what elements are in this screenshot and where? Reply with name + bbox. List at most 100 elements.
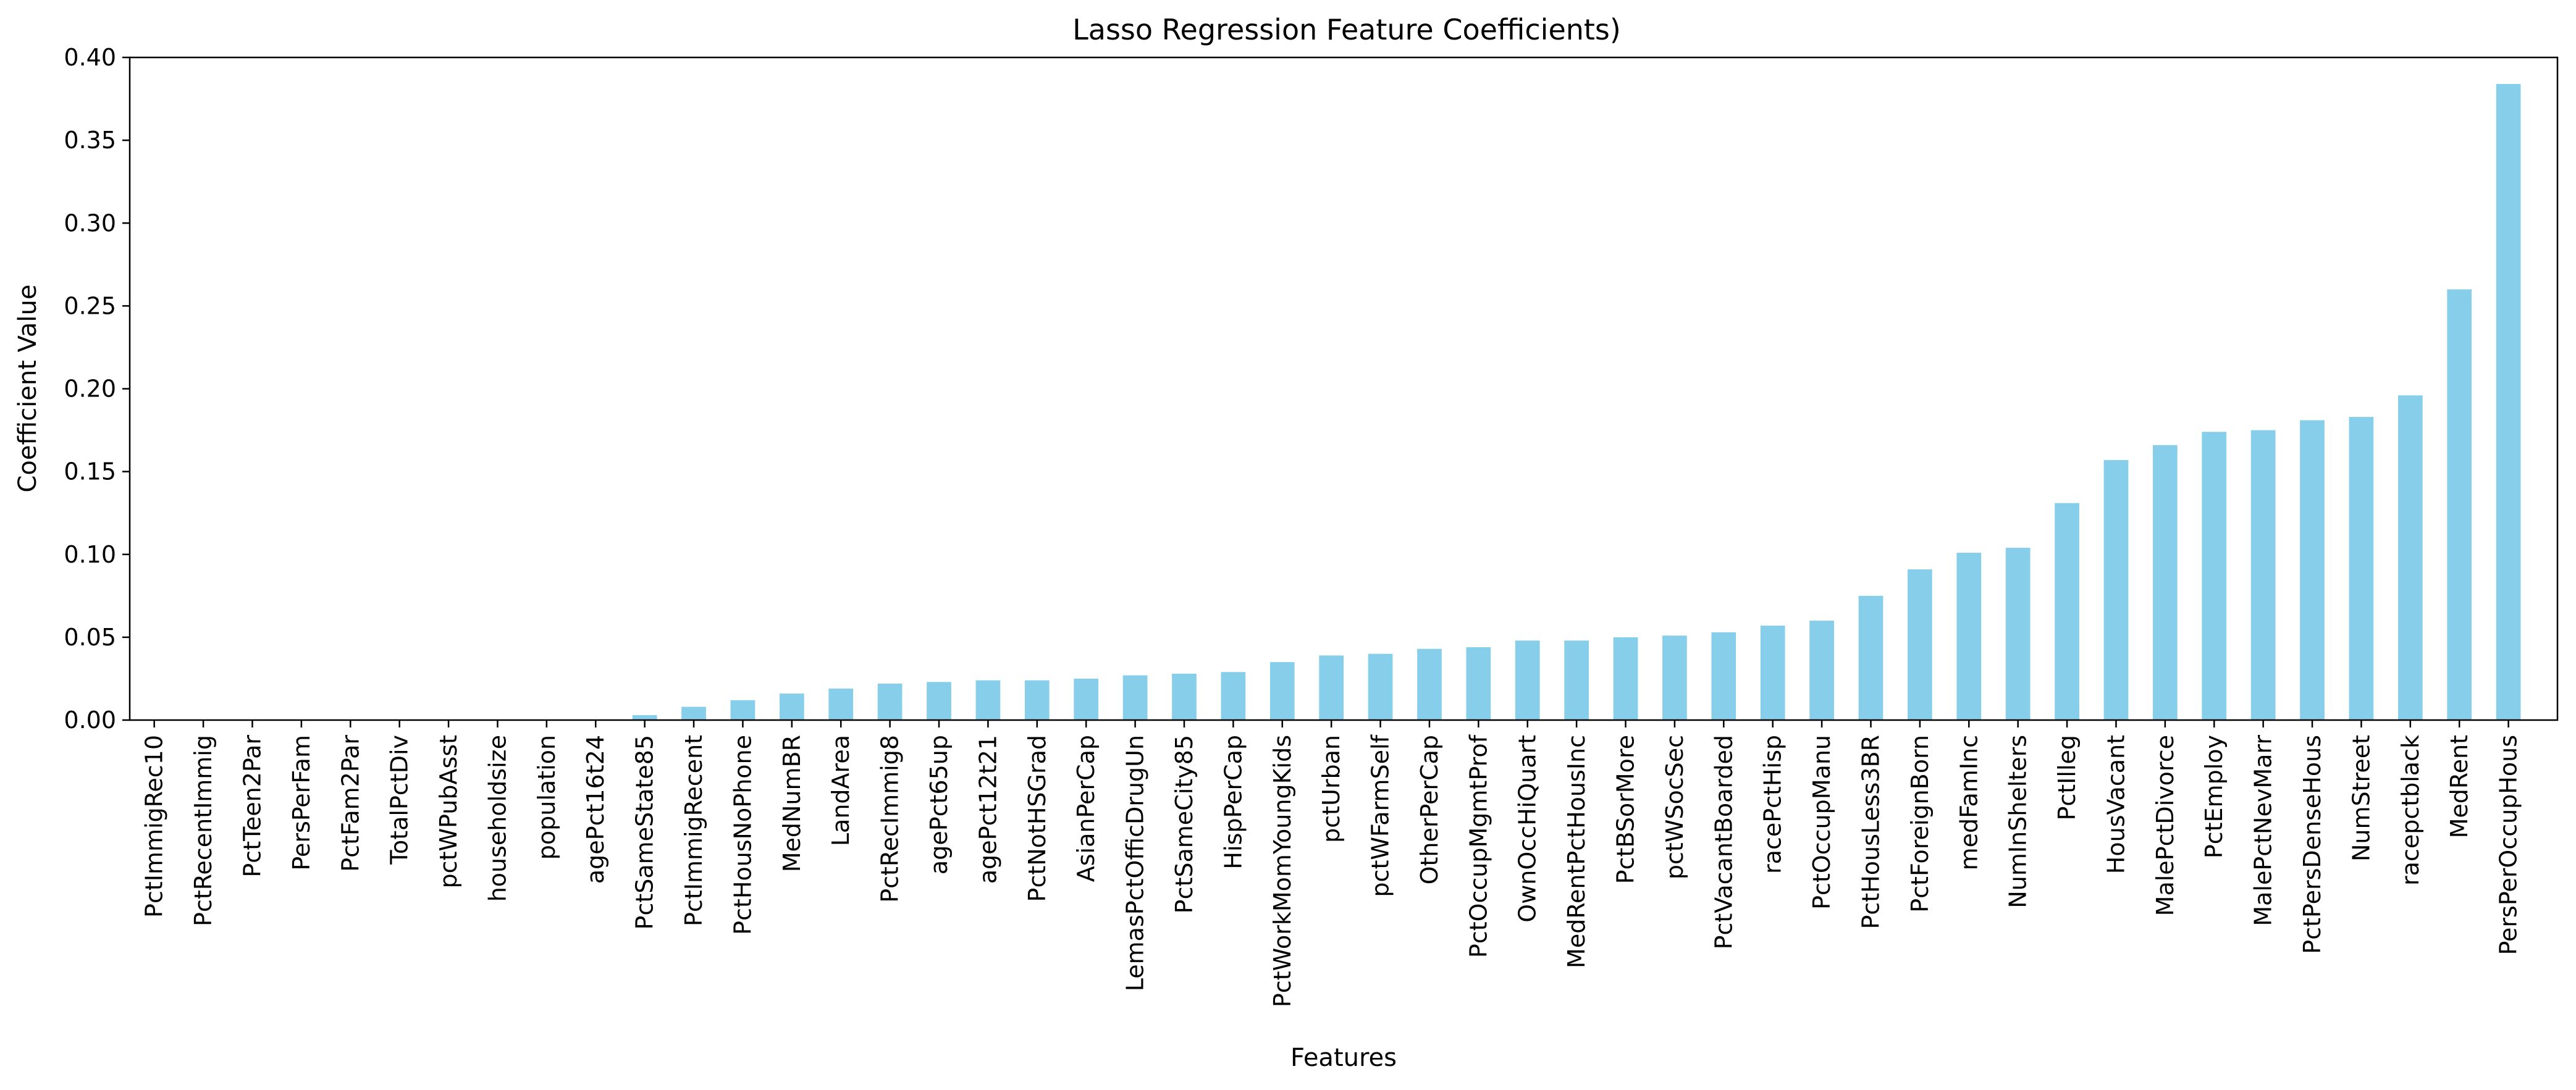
bar-pctWSocSec bbox=[1662, 635, 1687, 720]
bar-HispPerCap bbox=[1221, 672, 1246, 720]
bar-NumStreet bbox=[2349, 417, 2374, 720]
x-tick-label: MedRent bbox=[2446, 735, 2473, 838]
x-tick-label: MalePctNevMarr bbox=[2250, 735, 2277, 926]
x-tick-label: MedNumBR bbox=[778, 735, 806, 872]
x-tick-label: OtherPerCap bbox=[1416, 735, 1443, 884]
x-tick-label: PctRecentImmig bbox=[190, 735, 217, 926]
bar-PctHousNoPhone bbox=[730, 700, 756, 720]
bar-MedRentPctHousInc bbox=[1564, 640, 1589, 720]
x-tick-label: medFamInc bbox=[1955, 735, 1982, 870]
y-tick-label: 0.30 bbox=[64, 209, 116, 237]
bar-PctBSorMore bbox=[1613, 637, 1638, 720]
bar-pctWFarmSelf bbox=[1368, 653, 1393, 720]
x-tick-label: PctOccupManu bbox=[1808, 735, 1835, 910]
x-tick-label: racePctHisp bbox=[1759, 735, 1787, 874]
bar-PctForeignBorn bbox=[1908, 569, 1932, 720]
x-tick-label: PctPersDenseHous bbox=[2299, 735, 2326, 954]
y-tick-label: 0.15 bbox=[64, 458, 116, 485]
y-tick-label: 0.35 bbox=[64, 127, 116, 154]
x-tick-label: racepctblack bbox=[2397, 735, 2424, 886]
bar-agePct12t21 bbox=[975, 680, 1001, 720]
bar-MedRent bbox=[2447, 289, 2472, 720]
x-tick-label: PersPerOccupHous bbox=[2495, 735, 2522, 955]
bar-racepctblack bbox=[2397, 395, 2423, 720]
x-tick-label: TotalPctDiv bbox=[386, 735, 413, 865]
chart-title: Lasso Regression Feature Coefficients) bbox=[1072, 13, 1621, 46]
y-tick-label: 0.10 bbox=[64, 541, 116, 568]
bar-LemasPctOfficDrugUn bbox=[1122, 675, 1148, 720]
y-tick-label: 0.05 bbox=[64, 624, 116, 651]
x-tick-label: PctHousLess3BR bbox=[1857, 735, 1884, 929]
x-tick-label: OwnOccHiQuart bbox=[1514, 735, 1541, 923]
x-tick-label: PctHousNoPhone bbox=[729, 735, 756, 935]
x-tick-label: PctTeen2Par bbox=[238, 735, 266, 878]
x-tick-label: LemasPctOfficDrugUn bbox=[1122, 735, 1149, 991]
bar-medFamInc bbox=[1956, 553, 1982, 720]
x-tick-label: PctVacantBoarded bbox=[1710, 735, 1737, 949]
x-tick-label: PctEmploy bbox=[2200, 735, 2228, 858]
y-axis-label: Coefficient Value bbox=[14, 285, 42, 493]
bar-PctNotHSGrad bbox=[1024, 680, 1050, 720]
x-tick-label: PctIlleg bbox=[2053, 735, 2081, 821]
x-tick-label: PctWorkMomYoungKids bbox=[1269, 735, 1296, 1007]
x-tick-label: PctSameCity85 bbox=[1171, 735, 1198, 913]
y-tick-label: 0.25 bbox=[64, 292, 116, 319]
bar-MalePctDivorce bbox=[2153, 445, 2178, 720]
bar-PersPerOccupHous bbox=[2496, 83, 2521, 720]
x-tick-label: pctWSocSec bbox=[1661, 735, 1688, 879]
bar-PctIlleg bbox=[2055, 503, 2079, 720]
bar-NumInShelters bbox=[2005, 548, 2031, 720]
bar-PctVacantBoarded bbox=[1711, 632, 1736, 720]
x-tick-label: population bbox=[533, 735, 560, 860]
y-axis: 0.00 0.05 0.10 0.15 0.20 0.25 0.30 0.35 0.40 bbox=[64, 44, 130, 734]
x-tick-label: AsianPerCap bbox=[1072, 735, 1100, 882]
x-tick-label: HousVacant bbox=[2102, 735, 2129, 874]
bar-PctPersDenseHous bbox=[2300, 420, 2325, 720]
x-tick-label: PctRecImmig8 bbox=[877, 735, 904, 903]
x-tick-label: PctBSorMore bbox=[1612, 735, 1639, 884]
x-axis-label: Features bbox=[1290, 1044, 1397, 1072]
x-tick-label: LandArea bbox=[827, 735, 854, 846]
y-tick-label: 0.40 bbox=[64, 44, 116, 71]
x-tick-label: PctOccupMgmtProf bbox=[1465, 734, 1492, 958]
x-tick-label: NumInShelters bbox=[2005, 735, 2032, 908]
x-tick-label: PctNotHSGrad bbox=[1024, 735, 1051, 902]
x-tick-label: pctWFarmSelf bbox=[1367, 734, 1394, 897]
bar-PctSameState85 bbox=[632, 715, 657, 720]
x-tick-label: PctImmigRecent bbox=[680, 735, 707, 926]
bar-LandArea bbox=[828, 689, 854, 720]
x-tick-label: pctWPubAsst bbox=[435, 735, 462, 888]
bar-PctOccupMgmtProf bbox=[1466, 647, 1491, 720]
bar-AsianPerCap bbox=[1074, 678, 1099, 720]
y-tick-label: 0.20 bbox=[64, 375, 116, 403]
bar-PctImmigRecent bbox=[681, 706, 706, 720]
bar-OwnOccHiQuart bbox=[1515, 640, 1540, 720]
x-tick-label: MalePctDivorce bbox=[2152, 735, 2179, 916]
bar-pctUrban bbox=[1319, 655, 1344, 720]
x-tick-label: PctImmigRec10 bbox=[141, 735, 168, 918]
bar-racePctHisp bbox=[1760, 626, 1785, 720]
x-tick-label: PctFam2Par bbox=[337, 735, 364, 872]
x-tick-label: agePct12t21 bbox=[974, 735, 1001, 884]
x-tick-label: pctUrban bbox=[1318, 735, 1345, 843]
bar-PctOccupManu bbox=[1809, 621, 1834, 720]
bar-OtherPerCap bbox=[1417, 648, 1442, 720]
plot-frame bbox=[128, 56, 2559, 721]
bar-PctHousLess3BR bbox=[1858, 595, 1884, 720]
bar-agePct65up bbox=[927, 682, 951, 720]
x-tick-label: NumStreet bbox=[2347, 735, 2375, 862]
x-tick-label: PctForeignBorn bbox=[1906, 735, 1934, 913]
bar-group bbox=[632, 83, 2521, 720]
x-tick-label: PersPerFam bbox=[288, 735, 315, 871]
y-tick-label: 0.00 bbox=[64, 706, 116, 734]
bar-PctEmploy bbox=[2202, 432, 2227, 720]
bar-PctRecImmig8 bbox=[877, 683, 903, 720]
x-tick-label: agePct16t24 bbox=[582, 735, 609, 884]
bar-HousVacant bbox=[2103, 459, 2129, 720]
bar-MalePctNevMarr bbox=[2250, 430, 2276, 720]
bar-PctWorkMomYoungKids bbox=[1269, 662, 1295, 720]
x-tick-label: householdsize bbox=[484, 735, 511, 902]
x-tick-label: HispPerCap bbox=[1219, 735, 1247, 870]
bar-MedNumBR bbox=[779, 694, 804, 720]
